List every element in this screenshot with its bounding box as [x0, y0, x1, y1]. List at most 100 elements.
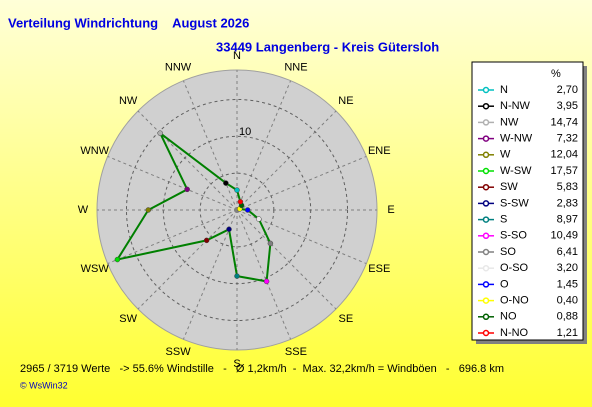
spoke	[236, 209, 292, 340]
legend-marker	[482, 313, 490, 321]
direction-label: W	[78, 204, 89, 216]
rose-point	[237, 199, 244, 205]
legend-value: 0,40	[557, 295, 578, 307]
direction-label: WSW	[81, 263, 110, 275]
legend-label: SW	[500, 181, 518, 193]
legend-value: 17,57	[550, 165, 578, 177]
legend-value: 1,21	[557, 327, 578, 339]
spoke	[137, 110, 238, 211]
legend-label: NW	[500, 116, 519, 128]
legend-marker	[482, 167, 490, 175]
direction-label: WNW	[80, 145, 109, 157]
direction-label: NNW	[165, 62, 192, 74]
legend-value: 10,49	[550, 230, 578, 242]
legend-marker	[482, 297, 490, 304]
chart-subtitle: 33449 Langenberg - Kreis Gütersloh	[216, 39, 439, 54]
legend-label: S-SO	[500, 230, 527, 242]
legend-marker	[482, 248, 490, 256]
spoke	[236, 80, 292, 211]
legend-label: W-NW	[500, 133, 533, 145]
legend-marker	[482, 151, 490, 159]
legend-value: 6,41	[557, 246, 578, 258]
legend-marker	[482, 329, 490, 337]
legend-header: %	[551, 68, 561, 80]
rose-point	[223, 180, 229, 186]
rose-point	[114, 256, 121, 263]
legend-marker	[482, 264, 490, 272]
legend-marker	[482, 232, 490, 240]
rose-point	[184, 186, 190, 193]
spoke	[182, 80, 238, 211]
legend-marker	[482, 216, 490, 223]
direction-label: SSE	[285, 346, 307, 358]
direction-label: SE	[339, 313, 354, 325]
legend-label: N-NO	[500, 327, 529, 339]
legend-marker	[482, 200, 490, 207]
legend-label: O-NO	[500, 295, 529, 307]
rose-point	[234, 273, 240, 279]
legend-label: W-SW	[500, 165, 532, 177]
legend-marker	[482, 135, 490, 142]
spoke	[236, 209, 337, 310]
rose-point	[145, 207, 152, 213]
grid-ring	[125, 98, 349, 322]
spoke	[236, 209, 367, 265]
legend-label: S	[500, 214, 507, 226]
legend-value: 0,88	[557, 311, 578, 323]
rose-point	[234, 187, 240, 193]
legend-value: 3,95	[557, 100, 578, 112]
legend-label: SO	[500, 246, 516, 258]
direction-label: E	[387, 204, 394, 216]
legend-marker	[482, 102, 490, 110]
spoke	[236, 110, 337, 211]
direction-label: SW	[119, 313, 137, 325]
legend-label: W	[500, 149, 511, 161]
direction-label: NE	[338, 95, 353, 107]
legend-marker	[482, 281, 490, 288]
direction-label: N	[233, 50, 241, 62]
rose-point	[256, 216, 262, 222]
spoke	[236, 155, 367, 211]
direction-label: ENE	[368, 145, 391, 157]
legend-value: 8,97	[557, 214, 578, 226]
spoke	[182, 209, 238, 340]
spoke	[107, 209, 238, 265]
r-tick-label: 10	[239, 126, 251, 138]
legend-marker	[482, 86, 490, 94]
legend-marker	[482, 183, 490, 191]
legend-label: N-NW	[500, 100, 531, 112]
legend-box	[471, 61, 584, 341]
direction-label: NW	[119, 95, 138, 107]
legend-value: 12,04	[550, 149, 578, 161]
copyright: © WsWin32	[20, 380, 68, 390]
rose-point	[157, 130, 163, 136]
direction-label: S	[233, 358, 240, 370]
grid-ring	[199, 172, 275, 248]
rose-point	[244, 207, 251, 213]
rose-point	[267, 240, 274, 247]
legend-value: 14,74	[550, 116, 578, 128]
legend-value: 7,32	[557, 133, 578, 145]
legend-label: O	[500, 278, 509, 290]
rose-point	[226, 226, 232, 233]
direction-label: SSW	[166, 346, 192, 358]
spoke	[107, 155, 238, 211]
legend-label: S-SW	[500, 197, 529, 209]
legend-value: 5,83	[557, 181, 578, 193]
direction-label: ESE	[368, 263, 390, 275]
spoke	[137, 209, 238, 310]
rose-point	[203, 237, 210, 244]
legend-value: 2,83	[557, 197, 578, 209]
rose-point	[263, 278, 270, 285]
legend-value: 1,45	[557, 278, 578, 290]
legend-marker	[482, 119, 490, 126]
grid-ring	[162, 135, 312, 285]
legend-label: O-SO	[500, 262, 529, 274]
legend-value: 3,20	[557, 262, 578, 274]
chart-title: Verteilung Windrichtung August 2026	[8, 15, 249, 30]
legend-label: N	[500, 84, 508, 96]
direction-label: NNE	[284, 62, 307, 74]
legend-label: NO	[500, 311, 517, 323]
legend-value: 2,70	[557, 84, 578, 96]
